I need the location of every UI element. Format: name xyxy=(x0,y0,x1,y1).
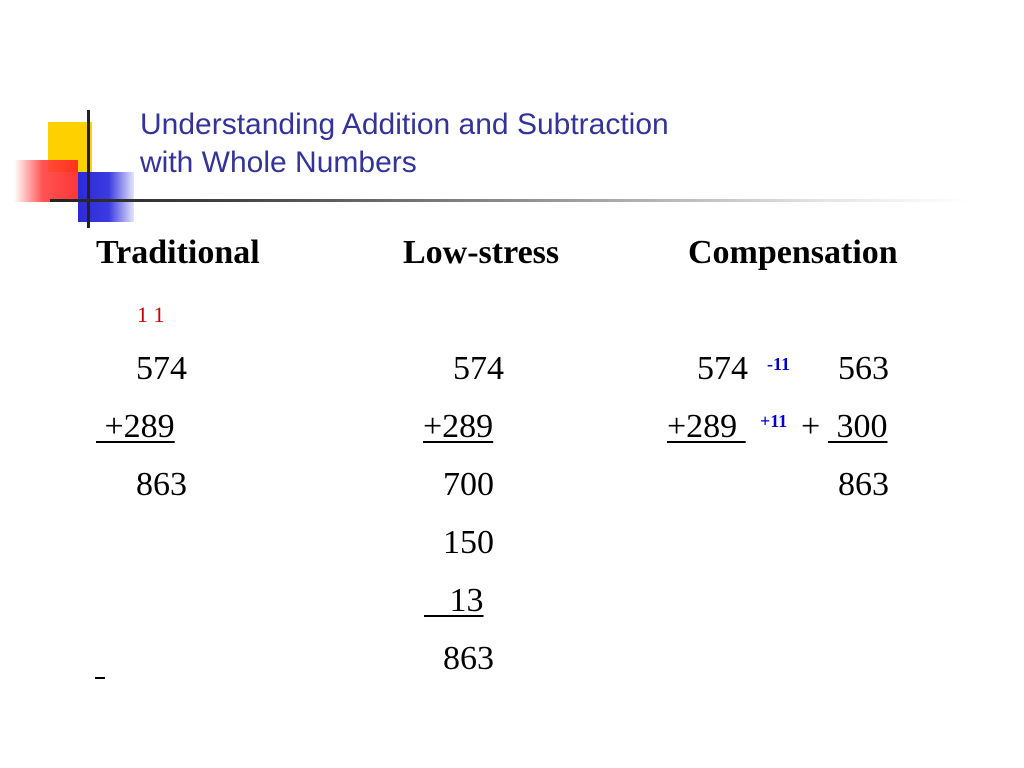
low-stress-partial-1: 700 xyxy=(443,466,494,503)
compensation-adjustment-plus: +11 xyxy=(760,411,788,431)
compensation-adjustment-minus: -11 xyxy=(767,354,791,374)
header-low-stress: Low-stress xyxy=(403,234,560,271)
low-stress-addend-1: 574 xyxy=(453,350,504,387)
compensation-adjusted-addend-1: 563 xyxy=(838,350,889,387)
title-underline-rule xyxy=(50,199,970,202)
header-compensation: Compensation xyxy=(688,234,898,271)
compensation-addend-2: +289 xyxy=(667,408,746,445)
low-stress-sum: 863 xyxy=(443,640,494,677)
vertical-rule-decoration xyxy=(87,110,90,228)
low-stress-addend-2: +289 xyxy=(423,408,494,445)
low-stress-partial-2: 150 xyxy=(443,524,494,561)
compensation-addend-1: 574 xyxy=(697,350,748,387)
traditional-carry-digits: 1 1 xyxy=(137,302,165,327)
title-line-2: with Whole Numbers xyxy=(140,146,417,179)
compensation-adjusted-addend-2: 300 xyxy=(828,408,888,445)
traditional-addend-2: +289 xyxy=(96,408,175,445)
header-traditional: Traditional xyxy=(96,234,260,271)
traditional-sum: 863 xyxy=(136,466,187,503)
low-stress-partial-3: 13 xyxy=(424,582,484,619)
traditional-addend-1: 574 xyxy=(136,350,187,387)
slide-title: Understanding Addition and Subtraction w… xyxy=(140,106,840,182)
compensation-sum: 863 xyxy=(838,466,889,503)
stray-underline-mark xyxy=(95,677,105,679)
compensation-plus-sign: + xyxy=(801,408,821,445)
red-square-decoration xyxy=(14,160,78,202)
title-line-1: Understanding Addition and Subtraction xyxy=(140,108,669,141)
